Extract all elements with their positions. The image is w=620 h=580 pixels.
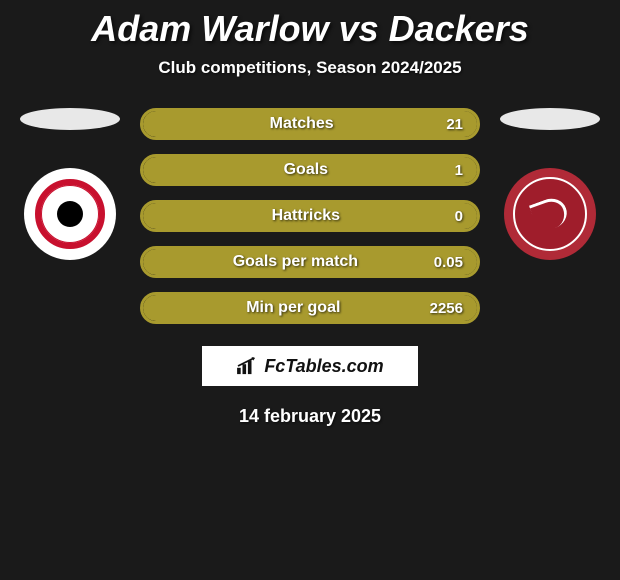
right-club-logo (504, 168, 596, 260)
stat-label: Min per goal (157, 299, 430, 317)
date-text: 14 february 2025 (0, 406, 620, 427)
branding-box: FcTables.com (202, 346, 418, 386)
stat-value: 0.05 (434, 254, 463, 271)
stat-row-matches: Matches 21 (140, 108, 480, 140)
stat-value: 1 (455, 162, 463, 179)
right-ellipse (500, 108, 600, 130)
bars-icon (236, 357, 258, 375)
stat-row-min-per-goal: Min per goal 2256 (140, 292, 480, 324)
stat-value: 0 (455, 208, 463, 225)
stat-value: 2256 (430, 300, 463, 317)
stat-label: Goals (157, 161, 455, 179)
right-side (500, 108, 600, 260)
page-title: Adam Warlow vs Dackers (0, 0, 620, 50)
stat-row-goals-per-match: Goals per match 0.05 (140, 246, 480, 278)
left-ellipse (20, 108, 120, 130)
stat-value: 21 (446, 116, 463, 133)
stat-label: Hattricks (157, 207, 455, 225)
stat-label: Matches (157, 115, 446, 133)
stat-label: Goals per match (157, 253, 434, 271)
stats-table: Matches 21 Goals 1 Hattricks 0 Goals per… (140, 108, 480, 324)
left-side (20, 108, 120, 260)
stat-row-hattricks: Hattricks 0 (140, 200, 480, 232)
shrimp-icon (529, 194, 571, 234)
stat-row-goals: Goals 1 (140, 154, 480, 186)
page-subtitle: Club competitions, Season 2024/2025 (0, 58, 620, 78)
fleetwood-crest-icon (35, 179, 105, 249)
brand-text: FcTables.com (264, 356, 383, 377)
left-club-logo (24, 168, 116, 260)
comparison-layout: Matches 21 Goals 1 Hattricks 0 Goals per… (0, 108, 620, 324)
morecambe-crest-icon (513, 177, 587, 251)
